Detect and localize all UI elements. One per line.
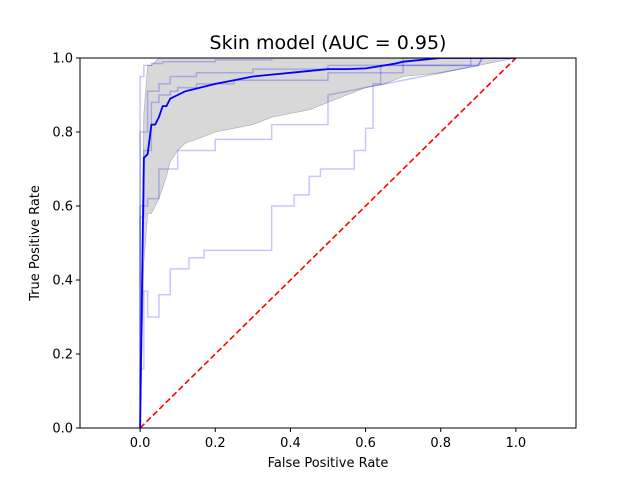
x-tick-label: 0.2 (205, 436, 226, 451)
x-tick-label: 0.4 (280, 436, 301, 451)
x-tick-label: 0.8 (430, 436, 451, 451)
fold-roc-curve-2 (139, 58, 516, 428)
fold-roc-curve-5 (139, 58, 516, 428)
y-tick-label: 1.0 (52, 52, 73, 67)
chance-line (139, 58, 517, 428)
fold-roc-curve-4 (139, 58, 516, 428)
y-axis-label: True Positive Rate (28, 185, 43, 302)
y-tick-label: 0.6 (52, 200, 73, 215)
chart-title: Skin model (AUC = 0.95) (210, 32, 447, 54)
x-tick-label: 1.0 (506, 436, 527, 451)
x-tick-label: 0.6 (355, 436, 376, 451)
plot-frame (79, 57, 577, 429)
mean-roc-curve (139, 58, 516, 428)
fold-roc-curve-1 (139, 58, 516, 428)
y-tick-label: 0.2 (52, 348, 73, 363)
x-axis-label: False Positive Rate (268, 456, 389, 471)
y-tick-label: 0.0 (52, 422, 73, 437)
y-tick-label: 0.4 (52, 274, 73, 289)
x-tick-label: 0.0 (130, 436, 151, 451)
fold-roc-curve-3 (139, 58, 516, 428)
x-axis: 0.0 0.2 0.4 0.6 0.8 1.0 (130, 428, 526, 451)
y-tick-label: 0.8 (52, 126, 73, 141)
y-axis: 0.0 0.2 0.4 0.6 0.8 1.0 (52, 52, 80, 437)
